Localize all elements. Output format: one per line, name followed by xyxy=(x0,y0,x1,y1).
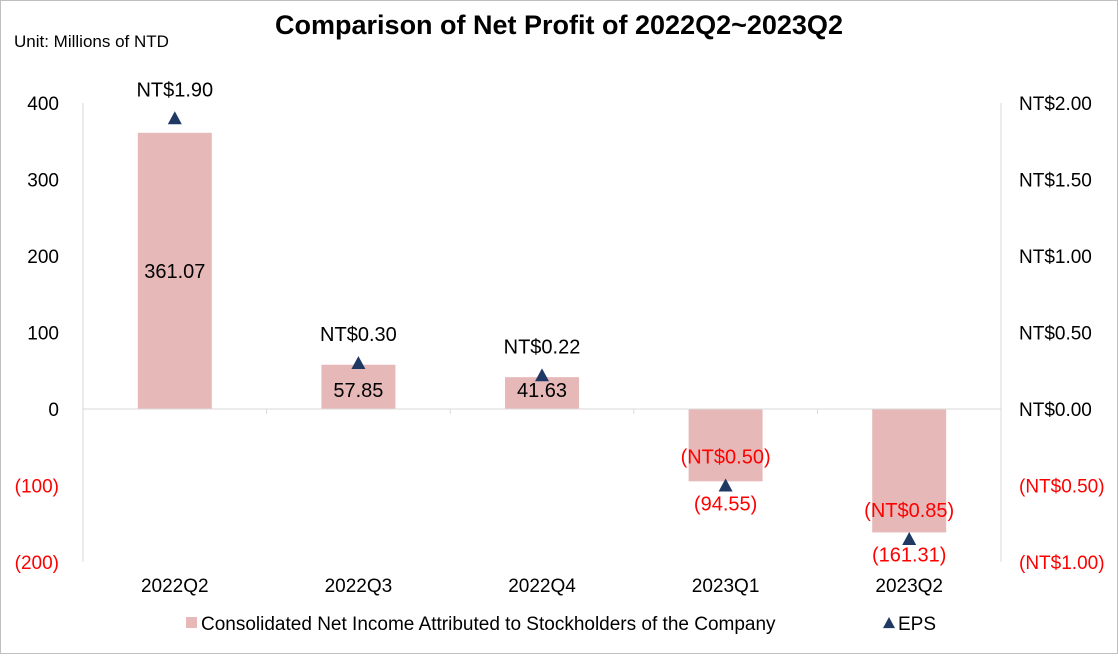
left-tick-label: (100) xyxy=(15,477,59,498)
eps-data-label: NT$1.90 xyxy=(136,79,213,101)
bar-2023Q2 xyxy=(872,409,947,533)
eps-marker-2022Q4 xyxy=(535,368,549,382)
legend-label-eps: EPS xyxy=(898,614,936,635)
left-tick-label: 0 xyxy=(48,400,59,421)
eps-data-label: NT$0.30 xyxy=(320,324,397,346)
eps-data-label: (NT$0.50) xyxy=(681,447,771,469)
bar-data-label: 57.85 xyxy=(333,380,383,402)
eps-marker-2022Q2 xyxy=(167,111,182,125)
eps-marker-2022Q3 xyxy=(351,356,366,370)
chart-legend: Consolidated Net Income Attributed to St… xyxy=(186,614,936,635)
legend-swatch-eps xyxy=(883,617,895,629)
right-tick-label: NT$0.50 xyxy=(1019,324,1092,345)
right-tick-label: (NT$1.00) xyxy=(1019,553,1105,574)
bar-2022Q2 xyxy=(137,132,212,410)
left-tick-label: 300 xyxy=(27,171,59,192)
category-label-2022Q3: 2022Q3 xyxy=(325,576,393,597)
category-label-2023Q2: 2023Q2 xyxy=(875,576,943,597)
right-tick-label: NT$2.00 xyxy=(1019,94,1092,115)
legend-label-net-income: Consolidated Net Income Attributed to St… xyxy=(201,614,776,635)
category-label-2022Q2: 2022Q2 xyxy=(141,576,209,597)
right-tick-label: (NT$0.50) xyxy=(1019,477,1105,498)
right-tick-label: NT$1.50 xyxy=(1019,171,1092,192)
bar-2023Q1 xyxy=(688,409,763,482)
chart-title: Comparison of Net Profit of 2022Q2~2023Q… xyxy=(275,10,843,40)
category-label-2023Q1: 2023Q1 xyxy=(692,576,760,597)
bar-data-label: (94.55) xyxy=(694,493,757,515)
bar-2022Q4 xyxy=(505,377,579,409)
chart-marks: 400 300 200 100 0 (100) (200) NT$2.00 NT$1.50 NT$… xyxy=(15,79,1105,597)
bar-data-label: 361.07 xyxy=(144,261,205,283)
left-tick-label: 100 xyxy=(27,324,59,345)
right-tick-label: NT$0.00 xyxy=(1019,400,1092,421)
left-tick-label: 400 xyxy=(27,94,59,115)
right-tick-label: NT$1.00 xyxy=(1019,247,1092,268)
bar-data-label: 41.63 xyxy=(517,380,567,402)
eps-data-label: (NT$0.85) xyxy=(864,500,954,522)
eps-marker-2023Q1 xyxy=(718,478,733,492)
bar-data-label: (161.31) xyxy=(872,544,947,566)
category-label-2022Q4: 2022Q4 xyxy=(508,576,576,597)
legend-swatch-net-income xyxy=(186,617,197,628)
left-tick-label: 200 xyxy=(27,247,59,268)
left-tick-label: (200) xyxy=(15,553,59,574)
unit-label: Unit: Millions of NTD xyxy=(14,32,169,51)
bar-2022Q3 xyxy=(321,364,396,409)
eps-marker-2023Q2 xyxy=(902,532,917,545)
eps-data-label: NT$0.22 xyxy=(504,336,581,358)
